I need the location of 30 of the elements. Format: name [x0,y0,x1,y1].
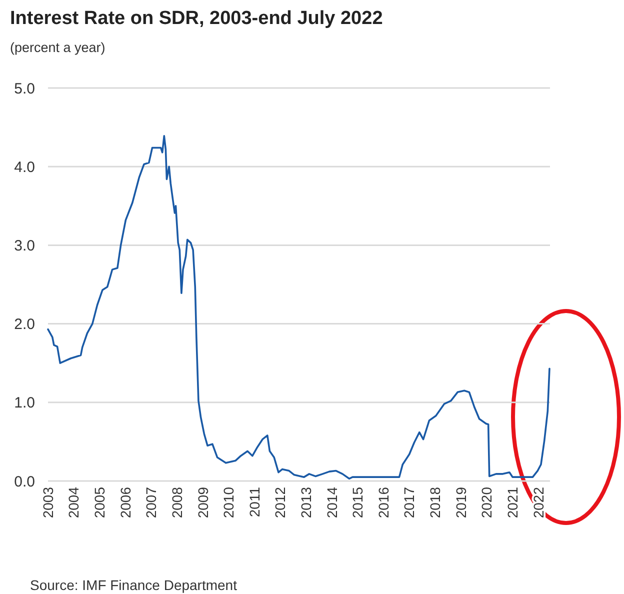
x-tick-label: 2008 [168,486,185,518]
x-tick-label: 2017 [401,486,418,518]
x-tick-label: 2020 [478,486,495,518]
y-tick-label: 2.0 [14,316,35,334]
y-tick-label: 0.0 [14,473,35,490]
x-tick-label: 2012 [272,486,288,518]
x-tick-label: 2011 [246,486,262,518]
x-tick-label: 2013 [298,486,314,518]
x-tick-label: 2016 [375,486,392,518]
y-tick-label: 1.0 [14,394,35,412]
x-tick-label: 2018 [427,486,444,518]
x-tick-label: 2015 [350,486,366,518]
x-tick-label: 2007 [143,486,160,518]
x-tick-label: 2003 [40,486,56,518]
chart-title: Interest Rate on SDR, 2003-end July 2022 [10,8,383,29]
x-tick-label: 2022 [530,486,546,518]
chart-subtitle: (percent a year) [10,40,106,55]
y-tick-label: 3.0 [14,237,35,254]
x-tick-label: 2021 [504,486,520,518]
y-tick-label: 5.0 [14,80,35,98]
line-series [47,135,550,480]
x-tick-label: 2010 [220,486,237,518]
x-tick-label: 2009 [194,486,211,518]
x-tick-label: 2005 [92,486,108,518]
x-tick-label: 2006 [117,486,134,518]
x-tick-label: 2004 [66,486,82,518]
x-tick-label: 2014 [324,486,340,518]
source-note: Source: IMF Finance Department [30,577,238,593]
y-tick-label: 4.0 [14,158,35,176]
x-tick-label: 2019 [452,486,469,518]
